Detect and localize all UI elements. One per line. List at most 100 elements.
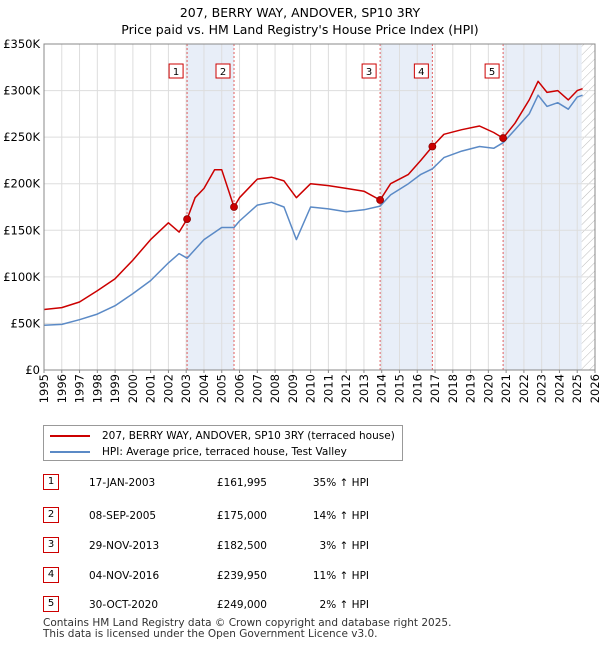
x-tick-label: 2016 xyxy=(410,374,424,403)
sale-number-badge: 3 xyxy=(43,537,59,553)
series-line-hpi xyxy=(44,94,583,327)
x-tick-label: 2015 xyxy=(392,374,406,403)
legend: 207, BERRY WAY, ANDOVER, SP10 3RY (terra… xyxy=(43,425,403,461)
y-tick-label: £200K xyxy=(3,177,40,191)
sale-hpi-change: 14% ↑ HPI xyxy=(312,510,369,522)
sale-marker-label: 2 xyxy=(215,63,231,79)
x-tick-label: 2002 xyxy=(161,374,175,403)
y-tick-label: £150K xyxy=(3,223,40,237)
sale-marker-number: 2 xyxy=(220,67,226,78)
sale-marker-box xyxy=(361,63,377,79)
sale-price: £161,995 xyxy=(216,477,267,489)
x-tick-label: 2023 xyxy=(535,374,549,403)
x-tick-label: 1997 xyxy=(73,374,87,403)
sale-marker-box xyxy=(168,63,184,79)
x-tick-label: 2003 xyxy=(179,374,193,403)
legend-label-hpi: HPI: Average price, terraced house, Test… xyxy=(102,446,347,458)
y-tick-label: £350K xyxy=(3,37,40,51)
y-tick-label: £100K xyxy=(3,270,40,284)
x-tick-label: 2026 xyxy=(588,374,600,403)
y-tick-label: £0 xyxy=(25,363,40,377)
sale-hpi-change: 3% ↑ HPI xyxy=(319,540,369,552)
sale-number-badge: 4 xyxy=(43,567,59,583)
x-tick-label: 1999 xyxy=(108,374,122,403)
sale-marker-label: 5 xyxy=(484,63,500,79)
x-tick-label: 2014 xyxy=(375,374,389,403)
footer: Contains HM Land Registry data © Crown c… xyxy=(43,618,583,640)
sale-marker-number: 3 xyxy=(366,67,372,78)
sale-row: 2 08-SEP-2005 £175,000 14% ↑ HPI xyxy=(43,507,443,525)
sale-date: 17-JAN-2003 xyxy=(89,477,156,489)
x-tick-label: 2022 xyxy=(517,374,531,403)
x-tick-label: 1995 xyxy=(37,374,51,403)
title-block: 207, BERRY WAY, ANDOVER, SP10 3RY Price … xyxy=(0,4,600,38)
x-tick-label: 2006 xyxy=(233,374,247,403)
legend-swatch-hpi xyxy=(50,451,90,453)
sale-number-badge: 1 xyxy=(43,474,59,490)
sale-point xyxy=(230,203,238,211)
sale-number-badge: 2 xyxy=(43,507,59,523)
plot-frame xyxy=(43,43,596,371)
x-tick-label: 2020 xyxy=(481,374,495,403)
sale-point xyxy=(183,215,191,224)
x-tick-label: 2010 xyxy=(304,374,318,403)
sale-hpi-change: 35% ↑ HPI xyxy=(312,477,369,489)
sale-row: 3 29-NOV-2013 £182,500 3% ↑ HPI xyxy=(43,537,443,555)
x-tick-label: 2005 xyxy=(215,374,229,403)
shaded-period xyxy=(503,44,582,370)
sale-point xyxy=(428,142,437,151)
sale-marker-box xyxy=(413,63,429,79)
sale-marker-label: 4 xyxy=(413,63,429,79)
x-tick-label: 1998 xyxy=(90,374,104,403)
footer-copyright: Contains HM Land Registry data © Crown c… xyxy=(43,617,452,629)
sale-price: £239,950 xyxy=(216,570,267,582)
sale-price: £175,000 xyxy=(216,510,267,522)
sale-date: 30-OCT-2020 xyxy=(89,599,158,611)
sale-row: 5 30-OCT-2020 £249,000 2% ↑ HPI xyxy=(43,596,443,614)
x-tick-label: 2024 xyxy=(552,374,566,403)
sale-price: £182,500 xyxy=(216,540,267,552)
shaded-period xyxy=(380,44,433,370)
sale-number-badge: 5 xyxy=(43,596,59,612)
sale-hpi-change: 2% ↑ HPI xyxy=(319,599,369,611)
y-tick-label: £50K xyxy=(11,316,41,330)
sale-marker-number: 1 xyxy=(173,67,179,78)
x-tick-label: 2012 xyxy=(339,374,353,403)
sale-date: 08-SEP-2005 xyxy=(89,510,157,522)
price-chart: £0 £50K £100K £150K £200K £250K £300K £350K 1995… xyxy=(3,37,600,403)
sale-price: £249,000 xyxy=(216,599,267,611)
x-tick-label: 2007 xyxy=(250,374,264,403)
sale-marker-label: 3 xyxy=(361,63,377,79)
x-tick-label: 2004 xyxy=(197,374,211,403)
x-tick-label: 2021 xyxy=(499,374,513,403)
footer-licence: This data is licensed under the Open Gov… xyxy=(43,628,378,640)
x-tick-label: 2001 xyxy=(144,374,158,403)
sale-row: 1 17-JAN-2003 £161,995 35% ↑ HPI xyxy=(43,474,443,492)
y-tick-label: £250K xyxy=(3,130,40,144)
hatched-forecast-area xyxy=(581,44,595,370)
chart-title: 207, BERRY WAY, ANDOVER, SP10 3RY xyxy=(179,5,421,20)
x-tick-label: 2009 xyxy=(286,374,300,403)
x-tick-label: 2011 xyxy=(321,374,335,403)
x-tick-label: 1996 xyxy=(55,374,69,403)
y-tick-label: £300K xyxy=(3,84,40,98)
series-line-property xyxy=(44,80,583,311)
sale-marker-label: 1 xyxy=(168,63,184,79)
x-tick-label: 2008 xyxy=(268,374,282,403)
x-tick-label: 2017 xyxy=(428,374,442,403)
sale-date: 04-NOV-2016 xyxy=(89,570,160,582)
sale-date: 29-NOV-2013 xyxy=(89,540,160,552)
chart-subtitle: Price paid vs. HM Land Registry's House … xyxy=(121,22,479,37)
sale-marker-box xyxy=(215,63,231,79)
x-tick-label: 2019 xyxy=(464,374,478,403)
x-tick-label: 2013 xyxy=(357,374,371,403)
sale-point xyxy=(499,134,508,142)
legend-label-property: 207, BERRY WAY, ANDOVER, SP10 3RY (terra… xyxy=(102,430,395,442)
sale-hpi-change: 11% ↑ HPI xyxy=(312,570,369,582)
sale-point xyxy=(376,196,385,204)
sale-marker-number: 5 xyxy=(489,67,495,78)
x-tick-label: 2000 xyxy=(126,374,140,403)
sale-row: 4 04-NOV-2016 £239,950 11% ↑ HPI xyxy=(43,567,443,585)
sale-marker-number: 4 xyxy=(418,67,424,78)
shaded-period xyxy=(187,44,235,370)
